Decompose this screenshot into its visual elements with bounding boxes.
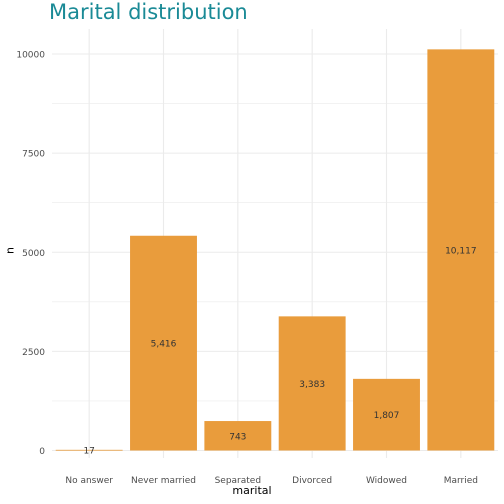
x-tick-label: No answer [65,476,113,486]
bar [427,49,495,451]
y-tick-label: 7500 [22,150,45,160]
x-tick-label: Widowed [366,476,407,486]
bar [130,235,197,451]
y-tick-label: 5000 [22,249,45,259]
x-axis-label: marital [232,484,272,497]
y-tick-label: 10000 [16,51,45,61]
x-tick-label: Married [444,476,478,486]
data-label: 5,416 [151,340,177,350]
data-label: 743 [229,432,246,442]
x-tick-label: Divorced [292,476,332,486]
data-label: 3,383 [299,380,325,390]
bar [278,316,346,451]
data-label: 1,807 [374,411,400,421]
chart-title: Marital distribution [49,0,248,24]
data-label: 17 [83,447,94,457]
bar [55,449,123,451]
bar [353,378,420,451]
y-tick-label: 2500 [22,348,45,358]
x-tick-label: Separated [215,476,261,486]
data-label: 10,117 [445,246,477,256]
x-tick-label: Never married [131,476,196,486]
y-tick-label: 0 [39,447,45,457]
bar [204,421,272,451]
